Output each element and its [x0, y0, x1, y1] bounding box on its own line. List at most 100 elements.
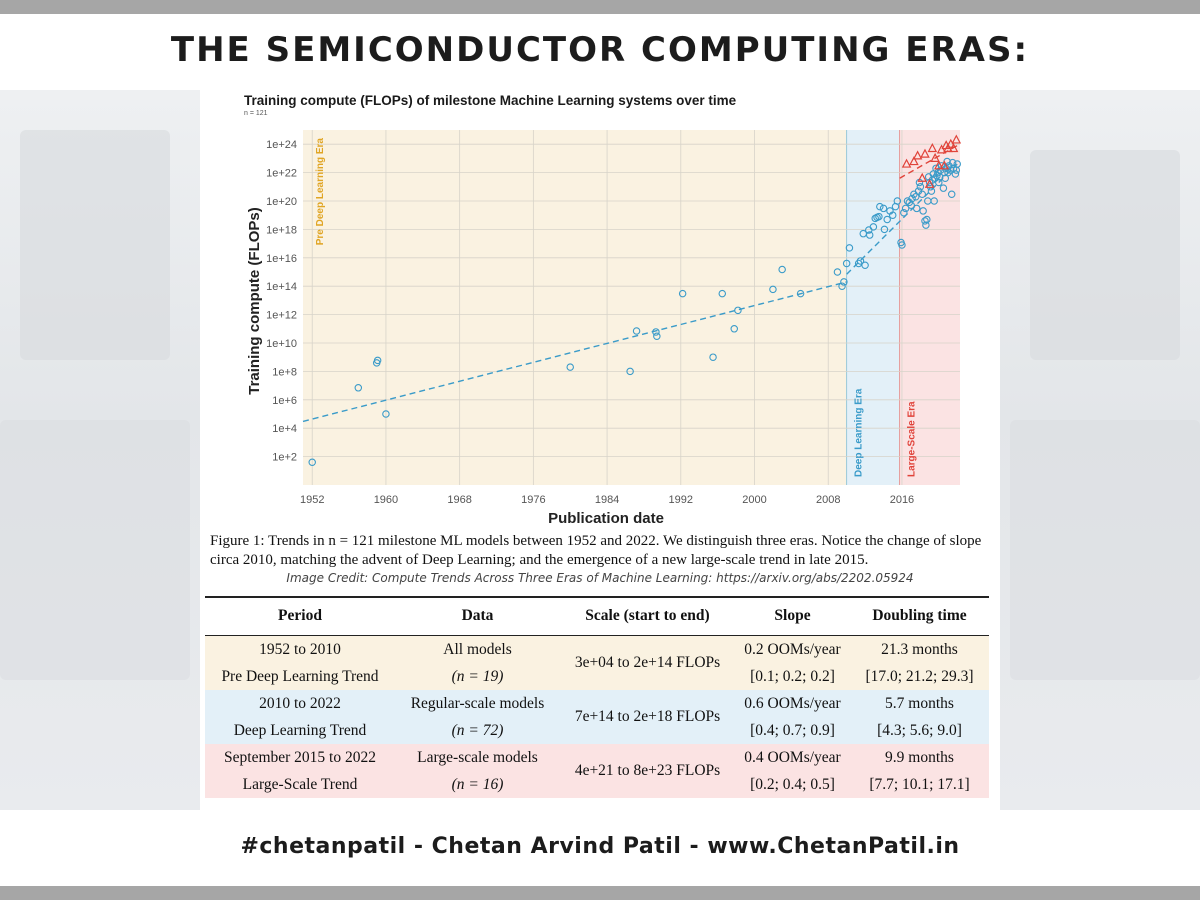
- data-point: [876, 202, 884, 211]
- footer-credit: #chetanpatil - Chetan Arvind Patil - www…: [240, 834, 960, 859]
- data-point: [951, 170, 960, 178]
- row-doubling: 5.7 months: [885, 695, 954, 712]
- data-point: [678, 289, 687, 298]
- data-point: [718, 289, 727, 298]
- table-header-rule: [205, 635, 989, 636]
- data-point: [354, 384, 363, 392]
- background-machine-right: [1030, 150, 1180, 360]
- data-point: [947, 190, 956, 198]
- data-point-large-scale: [951, 134, 962, 144]
- data-point: [908, 194, 916, 203]
- data-point: [833, 268, 842, 276]
- data-point: [734, 306, 742, 315]
- data-point: [845, 244, 854, 252]
- row-doubling: 21.3 months: [881, 641, 958, 658]
- y-tick-label: 1e+8: [272, 366, 297, 378]
- table-row: 1952 to 2010 Pre Deep Learning Trend All…: [205, 636, 989, 690]
- data-point: [953, 160, 961, 168]
- data-point: [382, 410, 390, 418]
- row-scale: 7e+14 to 2e+18 FLOPs: [574, 708, 721, 725]
- data-point: [935, 178, 943, 187]
- data-point: [861, 261, 869, 269]
- row-slope: 0.6 OOMs/year: [744, 695, 841, 712]
- data-point: [930, 197, 938, 205]
- data-point: [842, 259, 851, 268]
- data-point: [869, 223, 878, 231]
- era-label: Large-Scale Era: [907, 401, 918, 477]
- row-doubling-ci: [17.0; 21.2; 29.3]: [865, 668, 974, 685]
- data-point: [840, 278, 848, 286]
- data-point: [948, 158, 957, 167]
- image-credit: Image Credit: Compute Trends Across Thre…: [286, 571, 914, 585]
- header-doubling: Doubling time: [872, 607, 967, 624]
- data-point-large-scale: [912, 150, 923, 160]
- header-data: Data: [461, 607, 494, 624]
- footer: [0, 810, 1200, 886]
- compute-trend-chart: Training compute (FLOPs) of milestone Ma…: [244, 93, 962, 527]
- x-tick-label: 2016: [890, 494, 914, 506]
- data-point: [632, 327, 641, 335]
- era-labels: Pre Deep Learning Era Deep Learning Era La…: [315, 138, 918, 477]
- row-n: (n = 16): [451, 776, 504, 793]
- background-machine-left: [20, 130, 170, 360]
- y-tick-label: 1e+22: [266, 168, 297, 180]
- row-n: (n = 19): [451, 668, 504, 685]
- bottom-border-band: [0, 886, 1200, 900]
- y-tick-label: 1e+12: [266, 310, 297, 322]
- y-tick-label: 1e+20: [266, 196, 297, 208]
- x-axis-label: Publication date: [548, 510, 664, 527]
- table-row: September 2015 to 2022 Large-Scale Trend…: [205, 744, 989, 798]
- era-band: [303, 130, 847, 485]
- data-point: [653, 332, 661, 340]
- data-point: [865, 231, 874, 239]
- row-period: 1952 to 2010: [259, 641, 341, 658]
- data-point-large-scale: [943, 142, 953, 153]
- page-title: THE SEMICONDUCTOR COMPUTING ERAS:: [170, 30, 1030, 70]
- row-slope-ci: [0.2; 0.4; 0.5]: [750, 776, 835, 793]
- y-tick-label: 1e+10: [266, 338, 297, 350]
- x-tick-label: 1984: [595, 494, 619, 506]
- data-point: [796, 289, 805, 298]
- x-tick-label: 1976: [521, 494, 545, 506]
- table-top-rule: [205, 596, 989, 598]
- trend-line: [302, 281, 847, 423]
- data-point: [883, 215, 891, 224]
- data-point: [566, 363, 574, 371]
- data-point: [916, 183, 925, 191]
- background-equipment-left: [0, 420, 190, 680]
- data-point-large-scale: [909, 156, 919, 166]
- row-data: Large-scale models: [417, 749, 538, 766]
- data-point: [778, 265, 786, 274]
- row-data: Regular-scale models: [410, 695, 545, 712]
- data-point: [652, 328, 660, 336]
- row-trend: Pre Deep Learning Trend: [221, 668, 379, 685]
- data-point-large-scale: [945, 138, 956, 148]
- x-tick-label: 2008: [816, 494, 840, 506]
- data-point: [893, 197, 902, 205]
- era-label: Deep Learning Era: [854, 388, 865, 477]
- trend-line: [846, 163, 958, 275]
- chart-title: Training compute (FLOPs) of milestone Ma…: [244, 93, 737, 108]
- era-band: [846, 130, 900, 485]
- data-point-large-scale: [924, 178, 935, 188]
- figure-caption: Figure 1: Trends in n = 121 milestone ML…: [210, 533, 982, 568]
- chart-subtitle: n = 121: [244, 110, 268, 117]
- y-axis-ticks: 1e+2 1e+4 1e+6 1e+8 1e+10 1e+12 1e+14 1e+16 1e+1…: [266, 139, 297, 463]
- y-tick-label: 1e+24: [266, 139, 297, 151]
- data-point: [730, 325, 738, 333]
- row-doubling-ci: [7.7; 10.1; 17.1]: [869, 776, 970, 793]
- x-tick-label: 1952: [300, 494, 324, 506]
- y-tick-label: 1e+4: [272, 423, 297, 435]
- era-bands: [303, 130, 960, 485]
- x-tick-label: 1992: [669, 494, 693, 506]
- data-point: [919, 207, 927, 215]
- table-row: 2010 to 2022 Deep Learning Trend Regular…: [205, 690, 989, 744]
- row-data: All models: [443, 641, 512, 658]
- data-point: [709, 353, 717, 361]
- row-n: (n = 72): [451, 722, 504, 739]
- data-point: [912, 204, 921, 213]
- x-axis-ticks: 1952 1960 1968 1976 1984 1992 2000 2008 2016: [300, 494, 914, 506]
- data-point-large-scale: [948, 142, 959, 153]
- era-band: [899, 130, 960, 485]
- table-header-row: Period Data Scale (start to end) Slope D…: [205, 597, 989, 635]
